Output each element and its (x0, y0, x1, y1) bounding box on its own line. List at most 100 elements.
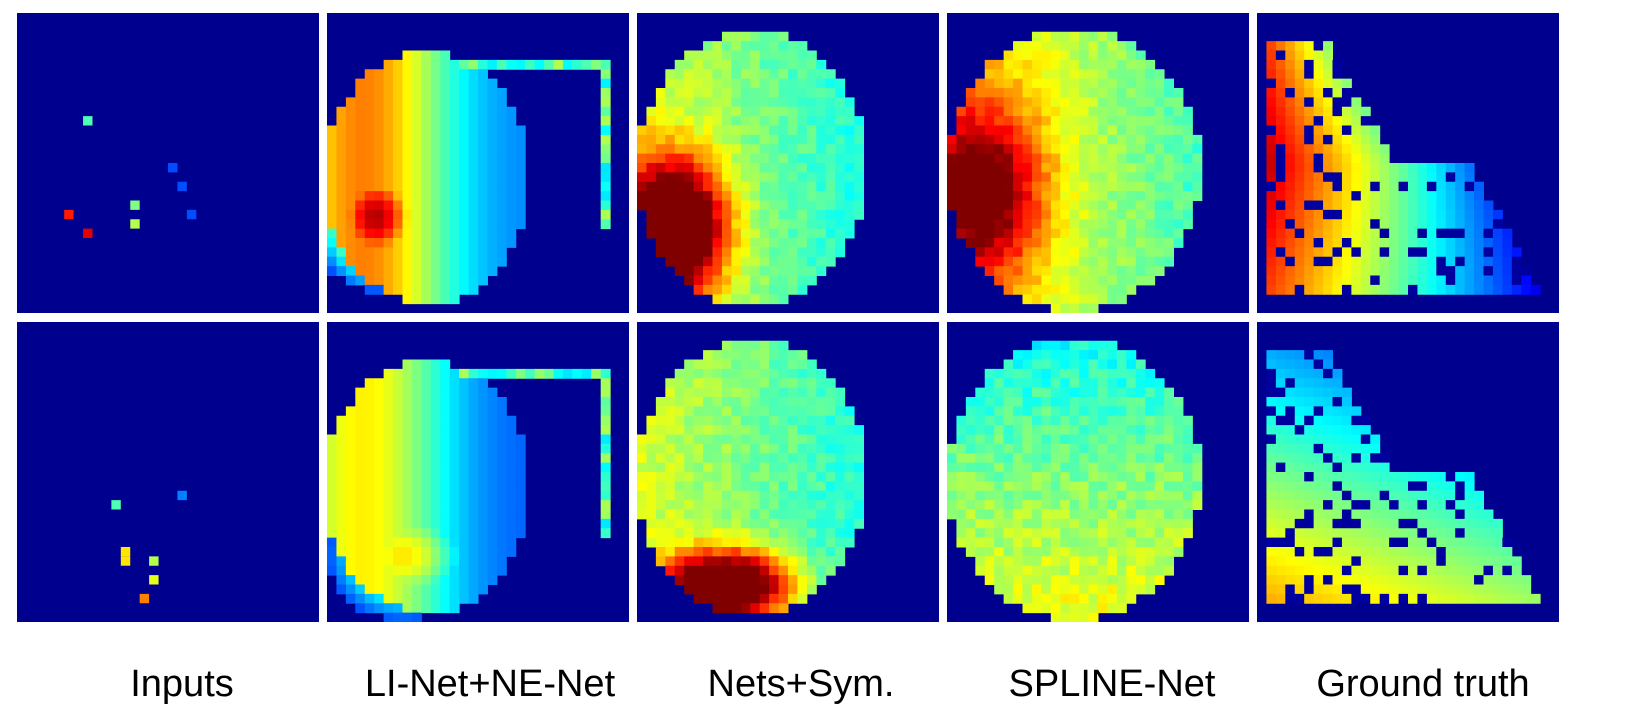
heatmap-cell (750, 518, 761, 529)
heatmap-cell (759, 584, 770, 595)
heatmap-cell (740, 453, 751, 464)
heatmap-cell (327, 125, 337, 136)
heatmap-cell (769, 350, 780, 361)
heatmap-cell (731, 275, 742, 286)
heatmap-cell (1126, 247, 1137, 258)
heatmap-cell (1041, 228, 1052, 239)
heatmap-cell (750, 556, 761, 567)
heatmap-cell (1013, 116, 1023, 127)
heatmap-cell (1313, 584, 1324, 595)
heatmap-cell (835, 509, 846, 520)
heatmap-cell (355, 547, 366, 557)
heatmap-cell (1332, 584, 1343, 595)
heatmap-cell (788, 397, 798, 407)
heatmap-cell (421, 584, 432, 595)
heatmap-cell (655, 247, 666, 258)
heatmap-cell (1126, 209, 1137, 220)
heatmap-cell (759, 425, 770, 436)
heatmap-cell (1445, 219, 1456, 230)
heatmap-cell (825, 256, 836, 267)
heatmap-cell (684, 528, 695, 539)
heatmap-cell (1285, 153, 1296, 164)
heatmap-cell (750, 181, 761, 192)
heatmap-cell (600, 78, 611, 89)
heatmap-cell (797, 284, 808, 295)
heatmap-cell (1126, 378, 1137, 389)
heatmap-cell (374, 116, 385, 127)
heatmap-cell (355, 556, 366, 567)
heatmap-cell (731, 565, 742, 576)
heatmap-cell (468, 397, 479, 407)
heatmap-cell (1360, 425, 1371, 436)
heatmap-cell (1050, 69, 1061, 80)
heatmap-cell (478, 69, 488, 80)
heatmap-cell (327, 163, 337, 173)
heatmap-cell (797, 462, 808, 473)
heatmap-cell (1436, 509, 1447, 520)
heatmap-cell (1360, 172, 1371, 183)
heatmap-cell (383, 284, 394, 295)
heatmap-cell (712, 593, 723, 604)
caption-ground-truth: Ground truth (1316, 663, 1530, 705)
heatmap-cell (336, 565, 347, 576)
heatmap-cell (393, 59, 403, 70)
heatmap-cell (1041, 209, 1052, 220)
heatmap-cell (646, 415, 657, 426)
heatmap-cell (1079, 472, 1090, 482)
heatmap-cell (1332, 453, 1343, 464)
heatmap-cell (750, 415, 761, 426)
heatmap-cell (1164, 219, 1174, 230)
heatmap-cell (506, 509, 517, 520)
heatmap-cell (665, 565, 676, 576)
heatmap-cell (1079, 537, 1090, 548)
heatmap-cell (1294, 575, 1305, 586)
heatmap-cell (665, 556, 676, 567)
heatmap-cell (468, 472, 479, 482)
heatmap-cell (1304, 256, 1315, 267)
heatmap-cell (665, 406, 676, 417)
heatmap-cell (449, 144, 460, 155)
heatmap-cell (965, 200, 976, 211)
heatmap-cell (1285, 247, 1296, 258)
heatmap-cell (674, 462, 685, 473)
heatmap-cell (1022, 575, 1033, 586)
heatmap-cell (965, 134, 976, 145)
heatmap-cell (731, 481, 742, 492)
heatmap-cell (1275, 397, 1286, 407)
heatmap-cell (655, 238, 666, 248)
heatmap-cell (956, 537, 967, 548)
heatmap-cell (778, 350, 789, 361)
heatmap-cell (1126, 200, 1137, 211)
heatmap-cell (1323, 200, 1333, 211)
heatmap-cell (712, 219, 723, 230)
heatmap-cell (402, 116, 413, 127)
heatmap-cell (1436, 528, 1447, 539)
heatmap-cell (646, 528, 657, 539)
heatmap-cell (1266, 116, 1277, 127)
heatmap-cell (459, 462, 470, 473)
heatmap-cell (1069, 556, 1080, 567)
heatmap-cell (1060, 537, 1071, 548)
heatmap-cell (712, 125, 723, 136)
heatmap-cell (411, 453, 422, 464)
heatmap-cell (1013, 462, 1023, 473)
heatmap-cell (402, 144, 413, 155)
heatmap-cell (1511, 256, 1522, 267)
heatmap-cell (336, 247, 347, 258)
heatmap-cell (1116, 481, 1127, 492)
heatmap-cell (684, 387, 695, 398)
heatmap-cell (1304, 275, 1315, 286)
heatmap-cell (1116, 228, 1127, 239)
heatmap-cell (1145, 518, 1156, 529)
heatmap-cell (646, 500, 657, 511)
heatmap-cell (1294, 209, 1305, 220)
heatmap-cell (1332, 78, 1343, 89)
heatmap-cell (440, 247, 451, 258)
heatmap-cell (1313, 462, 1324, 473)
heatmap-cell (825, 462, 836, 473)
heatmap-cell (345, 266, 356, 277)
heatmap-cell (1116, 266, 1127, 277)
heatmap-cell (1445, 547, 1456, 557)
heatmap-cell (374, 256, 385, 267)
heatmap-cell (1266, 266, 1277, 277)
